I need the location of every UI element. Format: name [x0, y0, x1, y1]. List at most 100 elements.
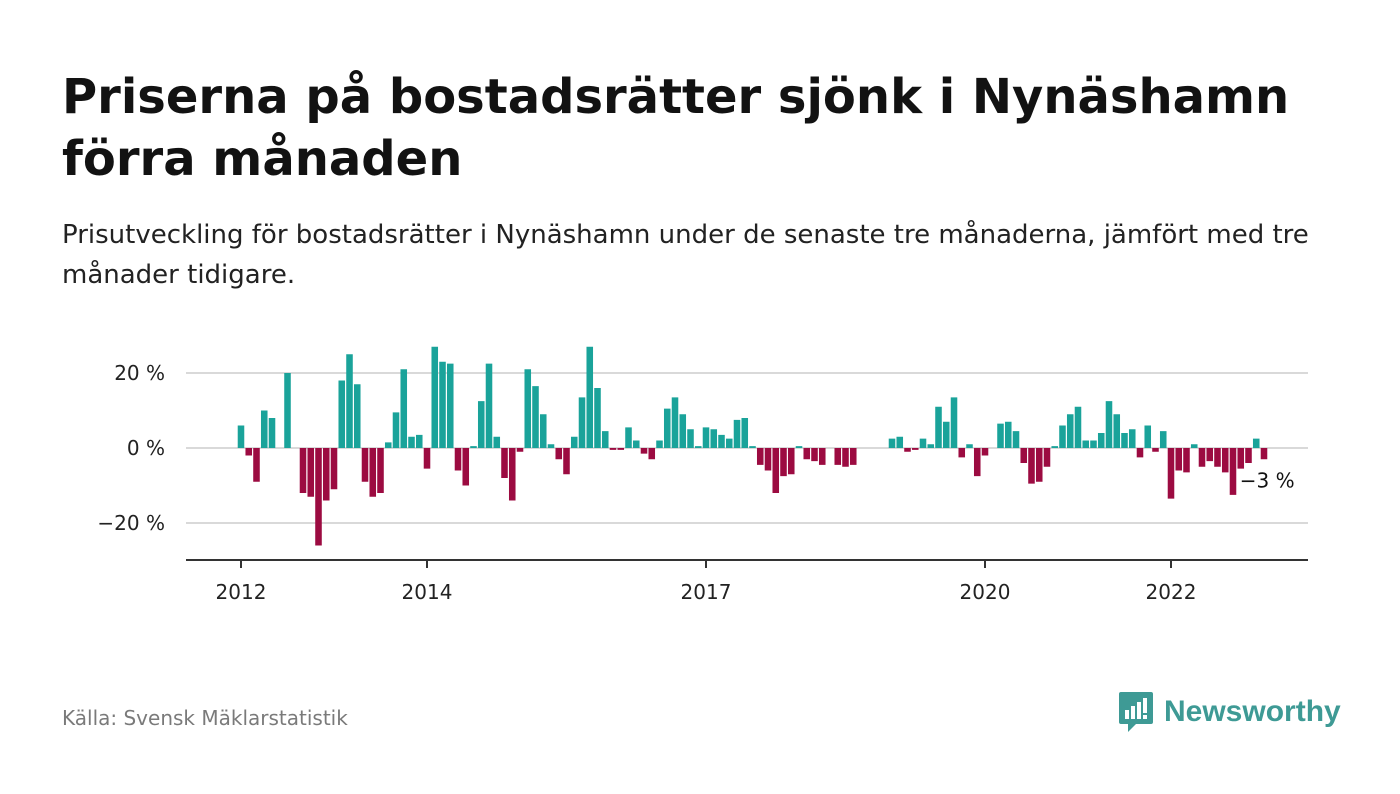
chart-title: Priserna på bostadsrätter sjönk i Nynäsh…: [62, 69, 1290, 187]
bar: [625, 427, 632, 449]
bar: [1159, 431, 1167, 449]
bar: [927, 444, 935, 448]
bar: [733, 419, 741, 449]
bar: [462, 448, 470, 486]
bar: [756, 448, 764, 465]
bar: [1074, 406, 1082, 448]
x-tick-label: 2017: [681, 580, 732, 604]
bar: [307, 448, 315, 497]
bar: [896, 436, 904, 448]
bar: [423, 448, 431, 469]
bar: [1214, 448, 1221, 467]
bar: [477, 401, 485, 449]
bar: [1152, 448, 1159, 452]
bar: [710, 429, 718, 448]
bar: [997, 423, 1004, 449]
bar: [268, 418, 276, 448]
bar: [1105, 401, 1113, 449]
bar: [764, 448, 772, 471]
bar: [749, 446, 756, 449]
bar: [330, 448, 338, 490]
bar: [431, 346, 439, 448]
bar: [1004, 421, 1012, 448]
bar: [570, 436, 578, 448]
bar: [1051, 446, 1059, 449]
bar: [1066, 414, 1074, 448]
bar: [516, 448, 524, 452]
bar: [415, 434, 423, 449]
bar: [1260, 448, 1268, 460]
bar: [1113, 414, 1121, 448]
bar: [687, 429, 694, 448]
bar: [237, 425, 245, 448]
bar: [439, 361, 446, 448]
bar: [493, 436, 501, 448]
x-axis: [186, 559, 1308, 568]
bar: [563, 448, 570, 475]
bar: [508, 448, 516, 501]
brand-name: Newsworthy: [1164, 695, 1341, 728]
brand-logo[interactable]: Newsworthy: [1118, 690, 1341, 734]
bar: [640, 448, 648, 454]
bar: [346, 354, 353, 448]
bar: [1175, 448, 1183, 471]
bar: [1082, 440, 1090, 448]
y-tick-label: 0 %: [127, 436, 165, 460]
bar: [1012, 431, 1020, 449]
bar: [578, 397, 586, 449]
bar: [1035, 448, 1043, 482]
bar: [392, 412, 400, 449]
bar: [1221, 448, 1229, 473]
bar: [1190, 444, 1198, 448]
bar: [315, 448, 322, 546]
bar: [694, 446, 702, 449]
bar: [725, 438, 733, 449]
bar: [284, 373, 291, 448]
x-tick-label: 2020: [960, 580, 1011, 604]
bar: [942, 421, 950, 448]
x-tick-label: 2014: [402, 580, 453, 604]
bar: [400, 369, 408, 448]
bar: [1059, 425, 1066, 448]
bar: [648, 448, 656, 460]
bar: [1090, 440, 1097, 448]
bar: [958, 448, 966, 458]
x-tick-label: 2012: [216, 580, 267, 604]
bar: [780, 448, 787, 477]
bar: [1245, 448, 1252, 463]
bar: [1144, 425, 1152, 448]
bar: [632, 440, 640, 448]
bar: [904, 448, 911, 452]
bar: [935, 406, 942, 448]
bar: [1198, 448, 1206, 467]
bar: [609, 448, 617, 450]
bar: [253, 448, 260, 482]
bar: [470, 446, 477, 449]
bar: [260, 410, 268, 448]
bar: [973, 448, 981, 477]
bar: [966, 444, 973, 448]
bar: [1128, 429, 1136, 448]
bar: [656, 440, 663, 448]
bar: [1206, 448, 1214, 462]
bar: [601, 431, 609, 449]
chart-subtitle: Prisutveckling för bostadsrätter i Nynäs…: [62, 220, 1309, 290]
bar-chart: 20 % 0 % −20 % 2012 2014 2017 2020 2022 −3 %: [97, 346, 1308, 604]
bar: [1020, 448, 1028, 463]
bar: [532, 386, 539, 449]
bar: [1136, 448, 1144, 458]
bar: [369, 448, 377, 497]
bar: [741, 418, 749, 448]
bar: [1252, 438, 1260, 449]
y-tick-label: 20 %: [114, 361, 165, 385]
bar: [671, 397, 679, 449]
bar: [1237, 448, 1245, 469]
bar: [245, 448, 253, 456]
bar: [1121, 433, 1128, 448]
bar: [1028, 448, 1035, 484]
bar: [981, 448, 989, 456]
source-note: Källa: Svensk Mäklarstatistik: [62, 706, 348, 730]
bar: [377, 448, 384, 493]
bar: [772, 448, 780, 493]
bar: [384, 442, 392, 449]
